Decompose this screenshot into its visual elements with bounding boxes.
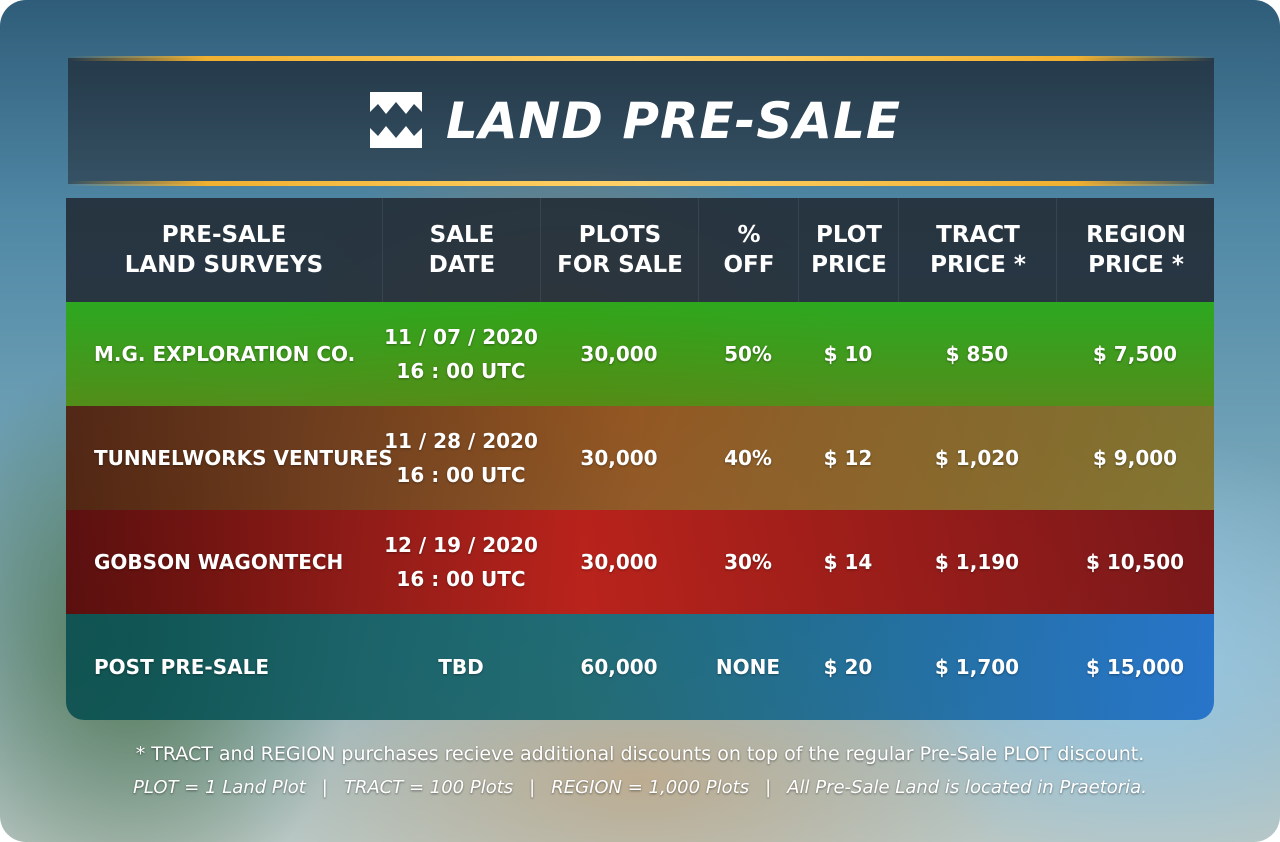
percent-off: 30% — [724, 550, 772, 574]
sale-date: 11 / 28 / 2020 16 : 00 UTC — [384, 429, 538, 487]
percent-off: 50% — [724, 342, 772, 366]
column-header-plot-price: PLOT PRICE — [798, 198, 899, 302]
tract-price: $ 850 — [945, 342, 1009, 366]
legend-location: All Pre-Sale Land is located in Praetori… — [787, 777, 1147, 798]
title-banner — [68, 58, 1214, 184]
sale-date: TBD — [438, 655, 484, 679]
region-price: $ 9,000 — [1092, 446, 1178, 470]
region-price: $ 7,500 — [1092, 342, 1178, 366]
table-header: PRE-SALE LAND SURVEYS SALE DATE PLOTS FO… — [66, 198, 1214, 302]
column-header-off: % OFF — [698, 198, 799, 302]
land-sale-table: PRE-SALE LAND SURVEYS SALE DATE PLOTS FO… — [66, 198, 1214, 720]
plot-price: $ 14 — [823, 550, 873, 574]
plots-for-sale: 60,000 — [580, 655, 658, 679]
plots-for-sale: 30,000 — [580, 550, 658, 574]
plot-price: $ 10 — [823, 342, 873, 366]
column-header-region-price: REGION PRICE * — [1056, 198, 1214, 302]
percent-off: NONE — [715, 655, 781, 679]
plot-price: $ 20 — [823, 655, 873, 679]
footnote: * TRACT and REGION purchases recieve add… — [135, 743, 1145, 765]
legend-tract: TRACT = 100 Plots — [343, 777, 514, 798]
survey-name: POST PRE-SALE — [94, 655, 269, 679]
table-row: M.G. EXPLORATION CO. 11 / 07 / 2020 16 :… — [66, 302, 1214, 406]
sale-date: 12 / 19 / 2020 16 : 00 UTC — [384, 533, 538, 591]
table-row: GOBSON WAGONTECH 12 / 19 / 2020 16 : 00 … — [66, 510, 1214, 614]
table-row: TUNNELWORKS VENTURES 11 / 28 / 2020 16 :… — [66, 406, 1214, 510]
page-title: LAND PRE-SALE — [446, 92, 902, 150]
legend-separator: | — [765, 777, 772, 798]
sale-date: 11 / 07 / 2020 16 : 00 UTC — [384, 325, 538, 383]
gold-divider-top — [68, 56, 1214, 61]
region-price: $ 10,500 — [1085, 550, 1185, 574]
tract-price: $ 1,700 — [934, 655, 1020, 679]
gold-divider-bottom — [68, 181, 1214, 186]
table-row: POST PRE-SALE TBD 60,000 NONE $ 20 $ 1,7… — [66, 614, 1214, 720]
column-header-sale-date: SALE DATE — [382, 198, 541, 302]
legend-separator: | — [529, 777, 536, 798]
legend-region: REGION = 1,000 Plots — [551, 777, 750, 798]
column-header-tract-price: TRACT PRICE * — [898, 198, 1057, 302]
region-price: $ 15,000 — [1085, 655, 1185, 679]
legend-line: PLOT = 1 Land Plot | TRACT = 100 Plots | REG… — [0, 774, 1280, 802]
plots-for-sale: 30,000 — [580, 446, 658, 470]
column-header-surveys: PRE-SALE LAND SURVEYS — [124, 222, 324, 278]
plot-price: $ 12 — [823, 446, 873, 470]
plots-for-sale: 30,000 — [580, 342, 658, 366]
tract-price: $ 1,020 — [934, 446, 1020, 470]
percent-off: 40% — [724, 446, 772, 470]
column-header-plots: PLOTS FOR SALE — [540, 198, 699, 302]
survey-name: GOBSON WAGONTECH — [94, 550, 344, 574]
tract-price: $ 1,190 — [934, 550, 1020, 574]
legend-separator: | — [321, 777, 328, 798]
legend-plot: PLOT = 1 Land Plot — [133, 777, 306, 798]
survey-name: M.G. EXPLORATION CO. — [94, 342, 356, 366]
survey-name: TUNNELWORKS VENTURES — [94, 446, 393, 470]
fang-logo-icon — [370, 92, 422, 148]
